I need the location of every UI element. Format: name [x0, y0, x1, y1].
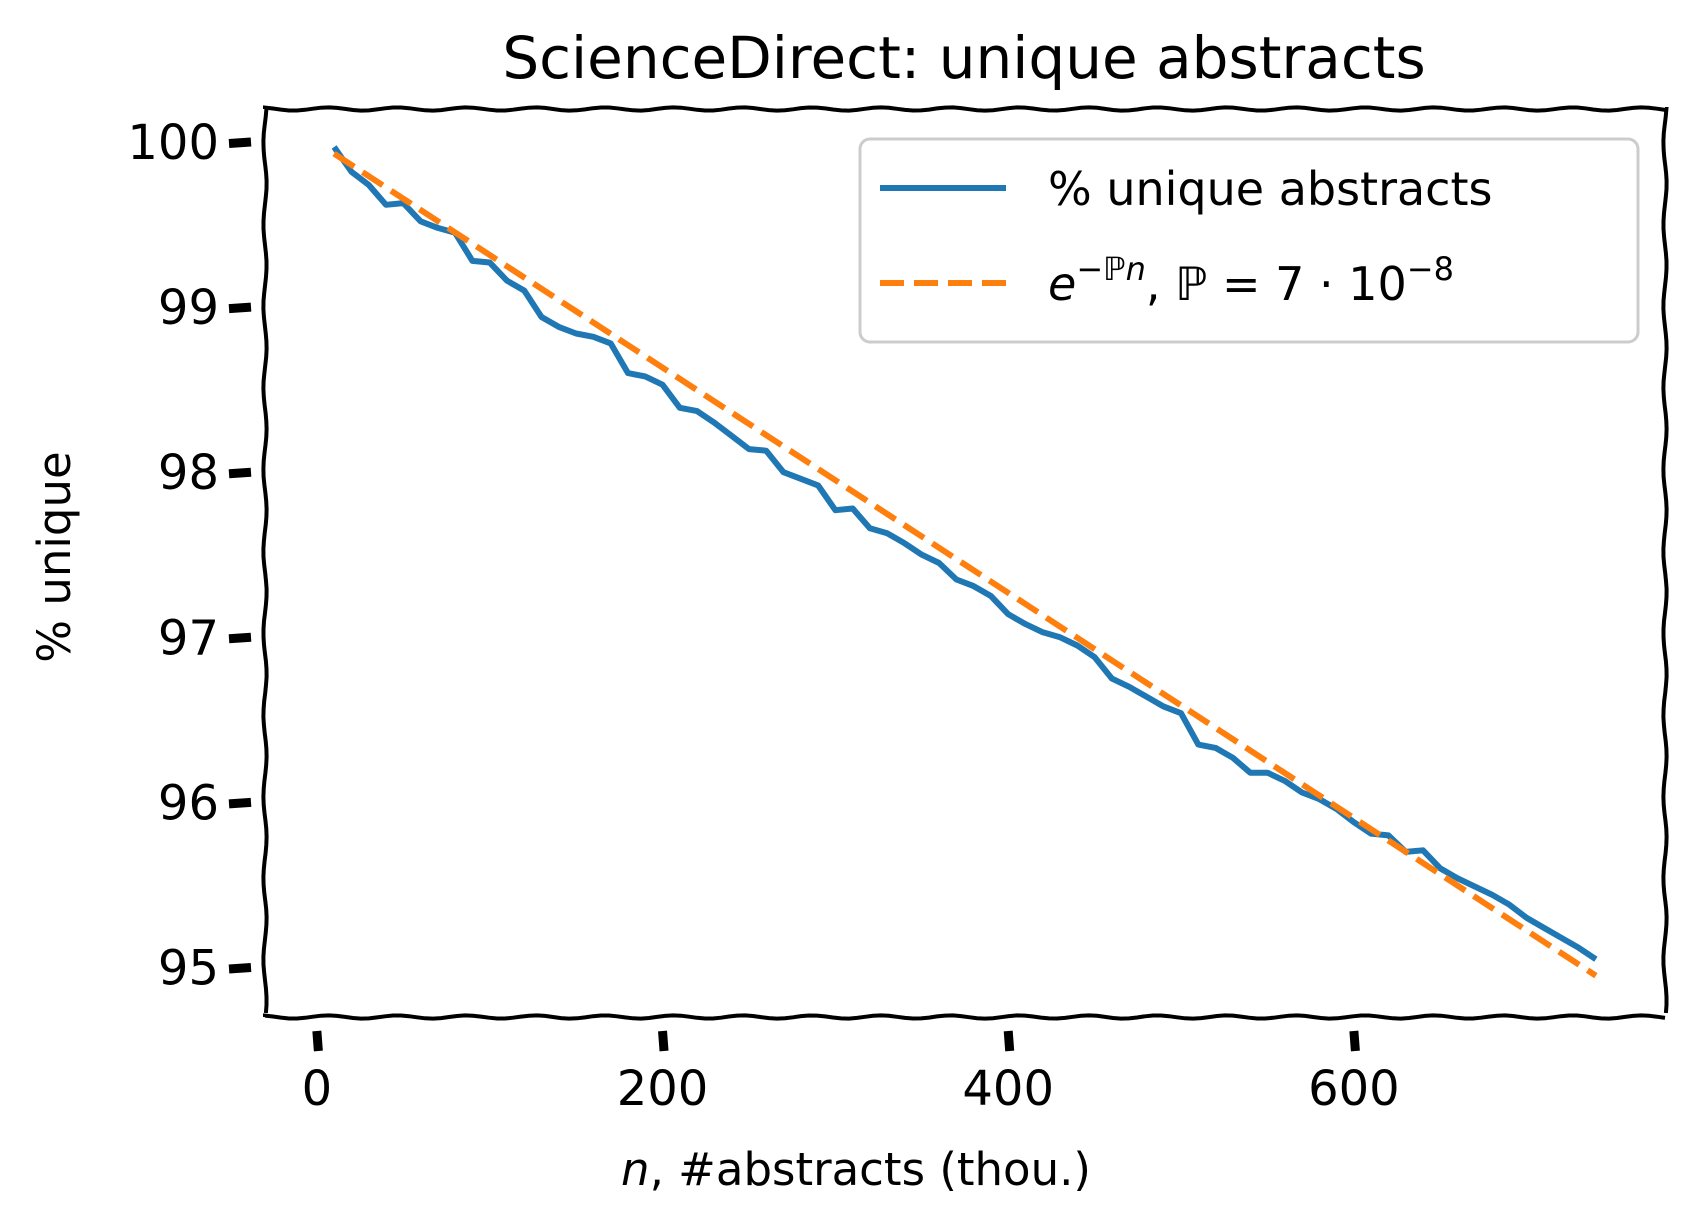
axis-frame-left	[261, 107, 269, 1014]
legend-label-unique-abstracts: % unique abstracts	[1048, 162, 1492, 216]
series-line-unique-abstracts	[331, 145, 1598, 962]
axis-frame-right	[1661, 107, 1669, 1014]
x-tick-mark	[312, 1030, 323, 1052]
legend-box	[858, 137, 1640, 344]
axis-frame-bottom	[263, 1013, 1666, 1021]
y-tick-mark	[228, 137, 252, 149]
x-tick-mark	[1349, 1030, 1360, 1052]
y-tick-label: 99	[158, 280, 219, 336]
y-tick-label: 95	[158, 940, 219, 996]
y-axis-label: % unique	[28, 451, 81, 662]
chart-title: ScienceDirect: unique abstracts	[502, 24, 1425, 92]
series-line-exponential-fit	[332, 151, 1598, 979]
y-axis-ticks: 95 96 97 98 99 100	[127, 115, 252, 996]
x-tick-label: 400	[962, 1061, 1054, 1117]
y-tick-label: 96	[158, 775, 219, 831]
y-tick-label: 100	[127, 115, 219, 171]
axis-frame-top	[263, 105, 1666, 113]
x-tick-label: 200	[617, 1061, 709, 1117]
y-tick-mark	[228, 632, 252, 644]
y-tick-mark	[228, 467, 252, 479]
x-tick-mark	[658, 1030, 669, 1052]
x-tick-label: 0	[302, 1061, 333, 1117]
x-tick-mark	[1003, 1030, 1015, 1052]
y-tick-mark	[228, 302, 252, 314]
x-axis-ticks: 0 200 400 600	[302, 1030, 1400, 1117]
y-tick-mark	[228, 797, 252, 809]
y-tick-label: 98	[158, 445, 219, 501]
y-tick-mark	[228, 962, 252, 974]
x-axis-label: n, #abstracts (thou.)	[621, 1143, 1091, 1196]
legend-label-exponential-fit: e−ℙn, ℙ = 7 · 10−8	[1048, 250, 1454, 311]
x-tick-label: 600	[1308, 1061, 1400, 1117]
legend: % unique abstracts e−ℙn, ℙ = 7 · 10−8	[858, 137, 1640, 344]
y-tick-label: 97	[158, 610, 219, 666]
plot-area	[261, 105, 1669, 1021]
